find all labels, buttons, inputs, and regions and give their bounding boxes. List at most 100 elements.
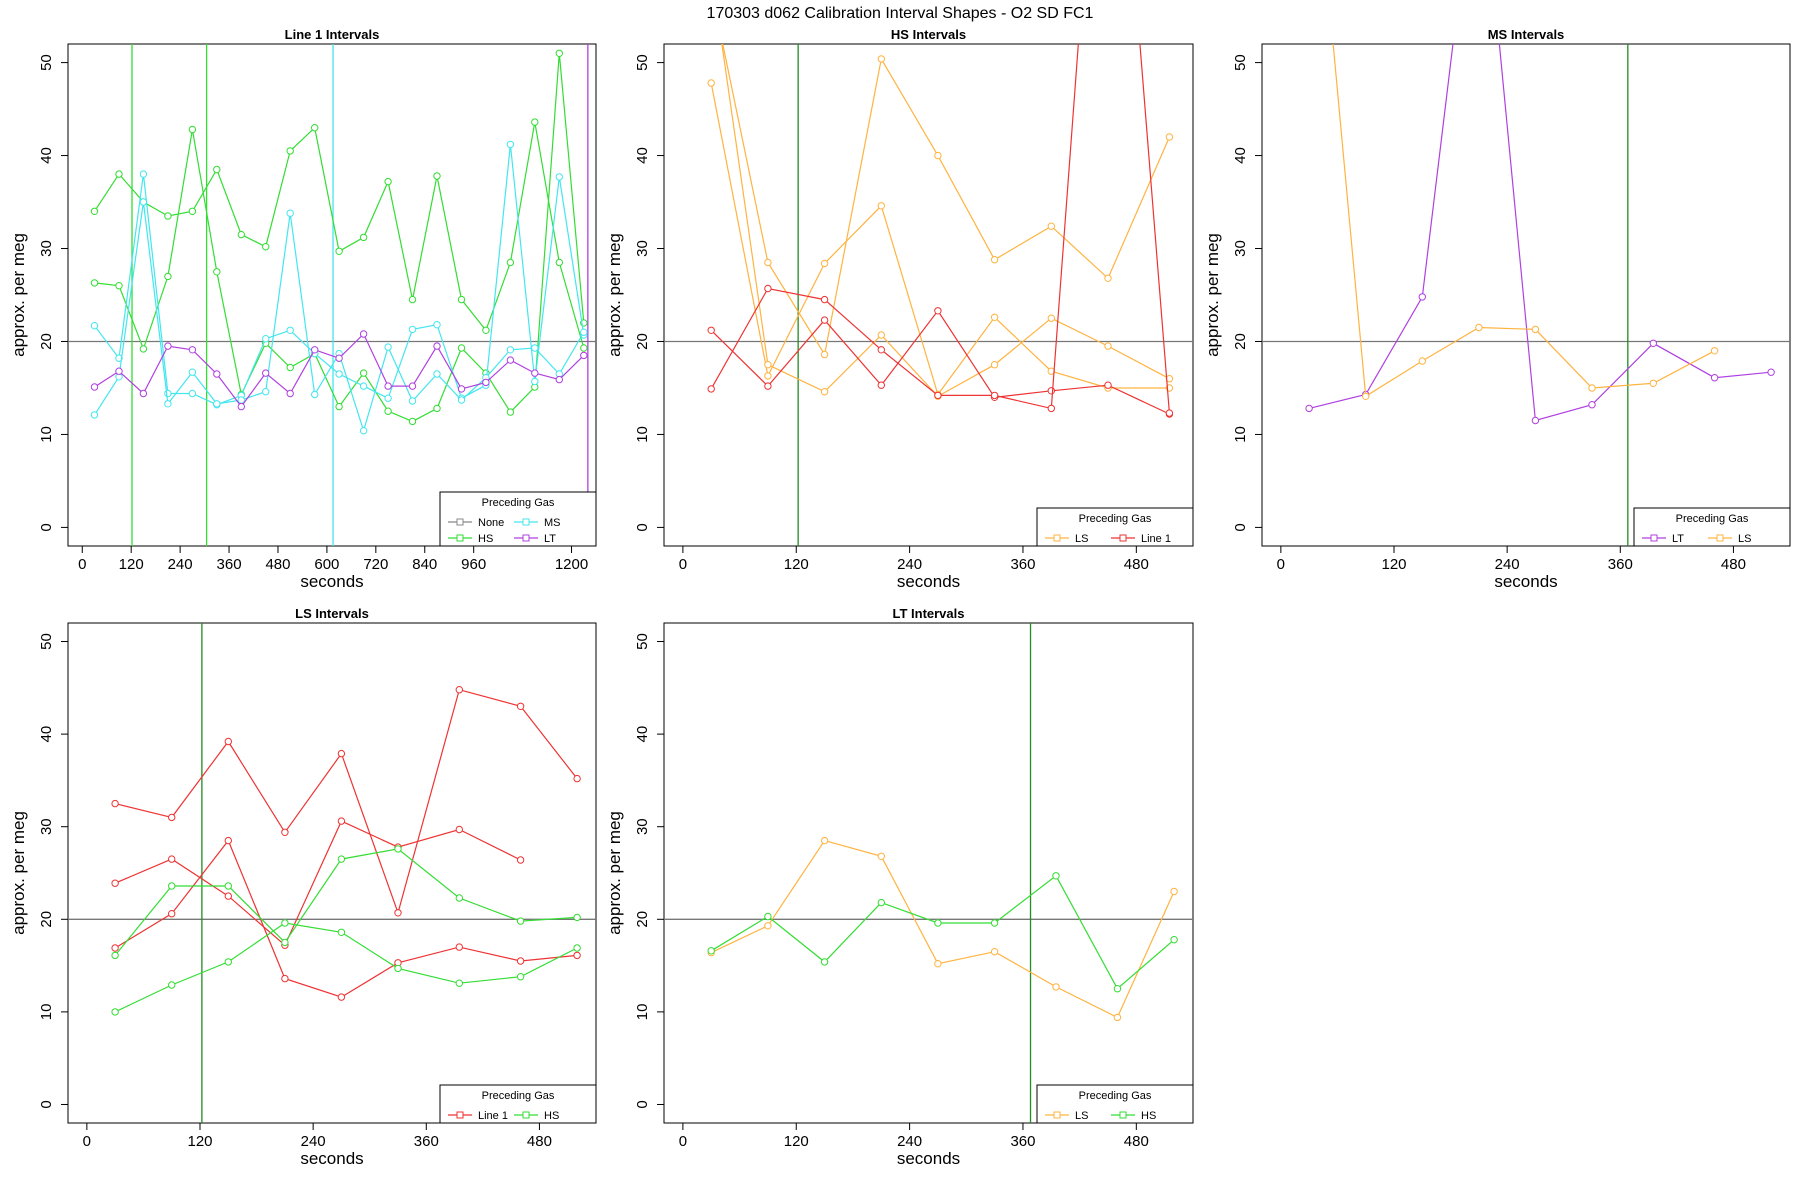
data-point xyxy=(111,951,119,960)
data-point xyxy=(457,396,466,404)
data-point xyxy=(457,385,466,393)
data-point xyxy=(877,55,885,63)
data-point xyxy=(764,382,772,390)
panel-title: LS Intervals xyxy=(295,606,369,621)
data-point xyxy=(139,198,148,206)
data-point xyxy=(555,258,563,267)
data-point xyxy=(281,974,289,983)
data-point xyxy=(1113,985,1122,993)
series-hs-5 xyxy=(111,919,581,1016)
data-point xyxy=(115,282,123,290)
y-tick-label: 40 xyxy=(634,726,651,743)
data-point xyxy=(990,256,999,264)
x-tick-label: 480 xyxy=(265,556,290,573)
y-axis-label: approx. per meg xyxy=(605,811,624,935)
y-tick-label: 10 xyxy=(38,426,55,443)
data-point xyxy=(384,382,392,390)
series-line-1-1 xyxy=(111,686,581,917)
data-point xyxy=(111,1008,119,1016)
panel-title: LT Intervals xyxy=(892,606,964,621)
data-point xyxy=(531,118,539,126)
x-axis: 0 120 240 360 480 600 720 840 960 1200 seconds xyxy=(78,545,588,591)
data-point xyxy=(164,272,172,281)
plot-area xyxy=(664,44,1193,546)
data-point xyxy=(506,140,515,149)
data-point xyxy=(482,378,490,387)
legend-title: Preceding Gas xyxy=(1676,513,1749,525)
data-point xyxy=(262,369,270,377)
legend-label: Line 1 xyxy=(1141,533,1171,545)
legend-entry-hs: HS xyxy=(448,533,493,545)
data-point xyxy=(990,361,999,369)
data-point xyxy=(281,828,289,836)
data-point xyxy=(877,346,885,354)
y-tick-label: 20 xyxy=(634,911,651,928)
data-point xyxy=(516,957,525,965)
panel-lt-intervals: LT Intervals 0 120 240 360 480 seconds 0 10 20 30 4… xyxy=(605,606,1194,1168)
legend: Preceding Gas None MS HS LT xyxy=(439,491,597,547)
data-point xyxy=(820,295,829,304)
data-point xyxy=(337,817,346,825)
data-point xyxy=(408,382,417,390)
x-tick-label: 240 xyxy=(301,1133,326,1150)
x-axis-label: seconds xyxy=(300,572,363,591)
legend-entry-ls: LS xyxy=(1045,533,1088,545)
y-tick-label: 30 xyxy=(38,240,55,257)
x-tick-label: 360 xyxy=(1010,556,1035,573)
plot-area xyxy=(68,623,596,1123)
data-point xyxy=(516,702,525,710)
data-point xyxy=(335,247,343,256)
y-tick-label: 10 xyxy=(634,1004,651,1021)
legend-label: None xyxy=(478,517,504,529)
legend-title: Preceding Gas xyxy=(1079,1090,1152,1102)
data-point xyxy=(516,973,525,981)
data-point xyxy=(1418,293,1427,301)
y-tick-label: 50 xyxy=(38,633,55,650)
data-point xyxy=(573,774,581,783)
data-point xyxy=(764,922,772,930)
x-tick-label: 360 xyxy=(217,556,242,573)
data-point xyxy=(286,209,294,217)
data-point xyxy=(262,243,270,251)
plot-area xyxy=(68,44,596,546)
y-tick-label: 20 xyxy=(38,911,55,928)
data-point xyxy=(262,335,270,343)
legend-label: LS xyxy=(1738,533,1751,545)
data-point xyxy=(433,342,441,350)
data-point xyxy=(359,382,368,390)
data-point xyxy=(531,377,539,386)
series-ls-2 xyxy=(722,44,1174,359)
data-point xyxy=(311,124,319,132)
legend-entry-hs: HS xyxy=(514,1110,559,1122)
y-tick-label: 30 xyxy=(634,818,651,835)
y-tick-label: 40 xyxy=(38,147,55,164)
x-axis: 0 120 240 360 480 seconds xyxy=(679,1122,1149,1168)
data-point xyxy=(764,258,772,267)
data-point xyxy=(1052,983,1060,991)
data-point xyxy=(531,369,539,377)
data-point xyxy=(1170,887,1178,896)
x-axis-label: seconds xyxy=(897,1149,960,1168)
legend: Preceding Gas LS HS xyxy=(1036,1084,1194,1124)
x-tick-label: 0 xyxy=(679,556,687,573)
data-point xyxy=(384,177,392,186)
legend: Preceding Gas LT LS xyxy=(1633,507,1791,547)
x-tick-label: 0 xyxy=(1277,556,1285,573)
data-point xyxy=(573,913,581,922)
data-point xyxy=(90,279,99,287)
data-point xyxy=(506,346,515,354)
legend-label: HS xyxy=(478,533,493,545)
data-point xyxy=(164,389,172,398)
data-point xyxy=(877,852,885,860)
data-point xyxy=(877,331,885,339)
data-point xyxy=(384,394,392,402)
data-point xyxy=(433,370,441,378)
data-point xyxy=(237,402,246,411)
data-point xyxy=(1649,379,1658,387)
data-point xyxy=(934,960,942,968)
x-tick-label: 960 xyxy=(461,556,486,573)
data-point xyxy=(337,993,346,1001)
y-tick-label: 0 xyxy=(38,1100,55,1108)
y-axis-label: approx. per meg xyxy=(1203,233,1222,357)
x-tick-label: 0 xyxy=(83,1133,91,1150)
